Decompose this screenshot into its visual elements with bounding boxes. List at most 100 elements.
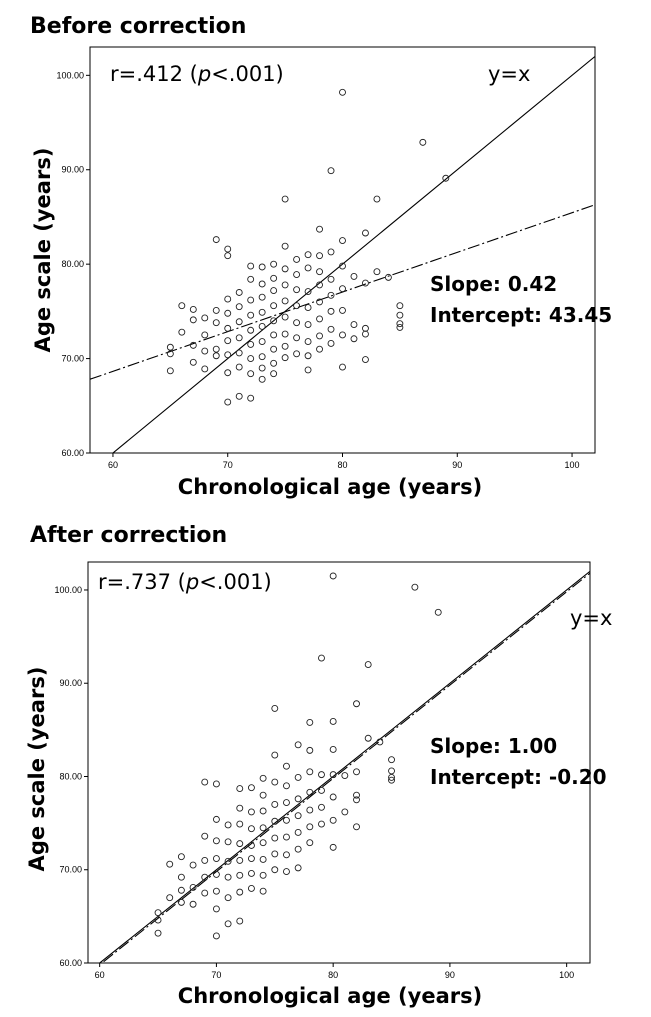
data-point xyxy=(329,771,337,779)
data-point xyxy=(293,302,301,310)
data-point xyxy=(327,248,335,256)
data-point xyxy=(294,828,302,836)
data-point xyxy=(258,375,266,383)
data-point xyxy=(224,894,232,902)
data-point xyxy=(189,900,197,908)
data-point xyxy=(271,704,279,712)
x-tick-label: 80 xyxy=(337,460,347,470)
data-point xyxy=(283,799,290,807)
data-point xyxy=(350,321,358,329)
data-point xyxy=(270,345,278,353)
data-point xyxy=(364,661,372,669)
data-point xyxy=(236,840,244,848)
data-point xyxy=(304,338,312,346)
data-point xyxy=(294,795,302,803)
data-point xyxy=(329,718,337,725)
data-point xyxy=(247,355,255,363)
data-point xyxy=(329,745,337,753)
data-point xyxy=(270,260,278,268)
data-point xyxy=(224,873,232,881)
data-point xyxy=(224,398,232,406)
data-point xyxy=(318,787,325,794)
y-tick-label: 80.00 xyxy=(61,259,84,269)
panel-1-identity-line xyxy=(112,55,595,453)
data-point xyxy=(236,888,244,896)
data-point xyxy=(235,303,243,311)
data-point xyxy=(316,268,323,276)
data-point xyxy=(247,311,255,319)
panel-2-title: After correction xyxy=(30,523,227,548)
data-point xyxy=(270,287,278,295)
data-point xyxy=(224,295,232,303)
data-point xyxy=(339,237,346,245)
data-point xyxy=(270,359,278,367)
data-point xyxy=(281,313,289,321)
panel-2-xlabel: Chronological age (years) xyxy=(178,984,482,1008)
data-point xyxy=(350,272,358,280)
data-point xyxy=(350,335,358,343)
data-point xyxy=(327,307,335,315)
y-tick-label: 80.00 xyxy=(59,771,82,781)
panel-1-ticks: 60 70 80 90 100 60.00 70.00 80.00 90.00 100.00 xyxy=(56,70,579,470)
data-point xyxy=(388,773,395,781)
data-point xyxy=(304,366,312,374)
data-point xyxy=(434,608,442,616)
data-point xyxy=(259,774,267,782)
data-point xyxy=(318,654,325,662)
data-point xyxy=(304,321,312,329)
data-point xyxy=(376,738,384,746)
data-point xyxy=(306,806,314,814)
panel-1-plot: 60 70 80 90 100 60.00 70.00 80.00 90.00 100.00 r=… xyxy=(56,46,612,470)
panel-2-intercept-label: Intercept: -0.20 xyxy=(430,765,607,789)
x-tick-label: 70 xyxy=(223,460,233,470)
data-point xyxy=(258,364,266,372)
panel-2-slope-label: Slope: 1.00 xyxy=(430,734,557,758)
data-point xyxy=(283,762,290,770)
data-point xyxy=(177,853,185,861)
data-point xyxy=(373,195,381,203)
data-point xyxy=(270,274,278,282)
data-point xyxy=(281,342,289,350)
x-tick-label: 60 xyxy=(95,970,105,980)
data-point xyxy=(316,315,323,323)
data-point xyxy=(306,768,314,776)
data-point xyxy=(201,856,209,864)
data-point xyxy=(177,898,185,906)
data-point xyxy=(353,791,360,799)
data-point xyxy=(318,771,325,779)
panel-2-ylabel: Age scale (years) xyxy=(25,667,49,872)
panel-2-frame xyxy=(87,561,591,964)
data-point xyxy=(212,855,220,863)
data-point xyxy=(235,363,243,371)
data-point xyxy=(419,138,427,146)
data-point xyxy=(270,370,278,378)
data-point xyxy=(259,871,267,879)
data-point xyxy=(259,856,267,863)
data-point xyxy=(247,784,255,792)
data-point xyxy=(258,280,266,288)
data-point xyxy=(353,768,360,776)
data-point xyxy=(281,330,289,338)
data-point xyxy=(293,334,301,342)
data-point xyxy=(224,838,232,846)
data-point xyxy=(212,815,220,823)
data-point xyxy=(316,345,323,353)
data-point xyxy=(258,353,266,361)
data-point xyxy=(177,886,185,894)
panel-1-slope-label: Slope: 0.42 xyxy=(430,272,557,296)
data-point xyxy=(247,825,255,833)
data-point xyxy=(353,796,360,804)
data-point xyxy=(224,245,232,253)
data-point xyxy=(341,772,349,780)
data-point xyxy=(259,791,267,799)
data-point xyxy=(294,741,302,749)
data-point xyxy=(281,354,289,362)
panel-1-frame xyxy=(89,46,596,454)
data-point xyxy=(339,306,346,314)
x-tick-label: 60 xyxy=(108,460,118,470)
data-point xyxy=(362,324,369,332)
data-point xyxy=(247,275,255,283)
data-point xyxy=(212,306,220,314)
data-point xyxy=(189,861,197,869)
data-point xyxy=(166,350,174,358)
